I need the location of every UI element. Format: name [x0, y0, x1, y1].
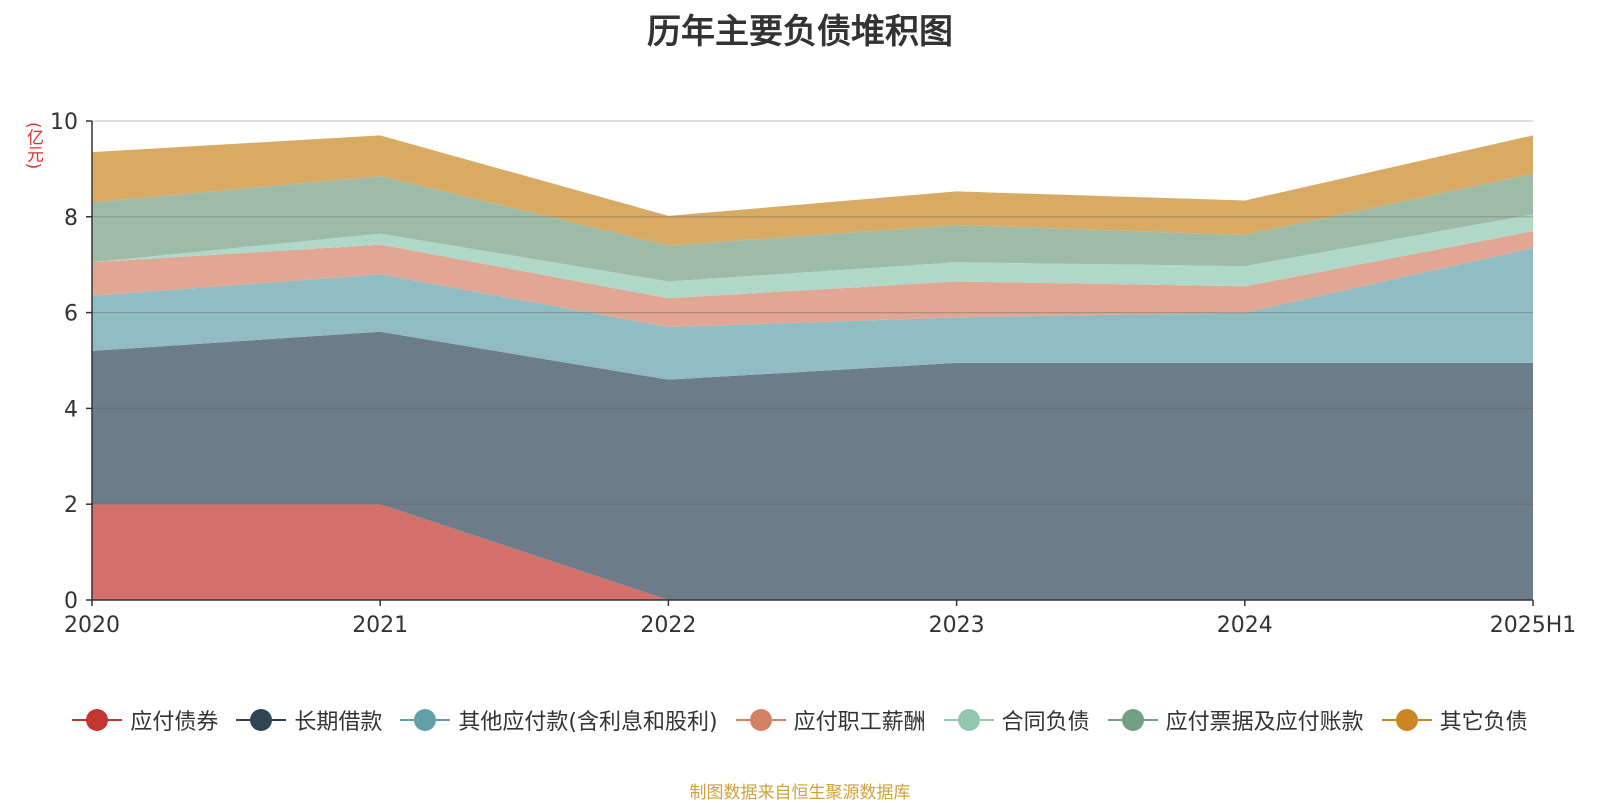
area-series-0	[92, 504, 1533, 600]
x-tick-label-2023: 2023	[929, 613, 985, 638]
stacked-area-chart: 0 2 4 6 8 10 2020 2021 2022 2023 2024 2025H1	[50, 110, 1577, 638]
y-tick-label-10: 10	[50, 110, 78, 135]
legend-item-3[interactable]: 应付职工薪酬	[735, 704, 926, 736]
y-tick-label-6: 6	[64, 302, 78, 327]
legend-marker-icon	[400, 709, 451, 731]
legend-marker-icon	[735, 709, 786, 731]
legend-label: 应付职工薪酬	[793, 710, 926, 735]
legend-marker-icon	[72, 709, 123, 731]
area-series-4	[92, 214, 1533, 299]
x-tick-label-2021: 2021	[352, 613, 408, 638]
chart-title: 历年主要负债堆积图	[647, 12, 953, 52]
x-tick-label-2020: 2020	[64, 613, 120, 638]
legend-label: 应付债券	[130, 710, 219, 735]
legend-label: 其它负债	[1439, 710, 1528, 735]
legend-label: 长期借款	[294, 710, 383, 735]
chart-legend: 应付债券 长期借款 其他应付款(含利息和股利) 应付职工薪酬 合同负债 应付票据及应付账款…	[0, 700, 1600, 740]
legend-marker-icon	[943, 709, 994, 731]
source-note: 制图数据来自恒生聚源数据库	[689, 783, 911, 803]
x-tick-label-2025H1: 2025H1	[1490, 613, 1577, 638]
legend-item-6[interactable]: 其它负债	[1381, 704, 1528, 736]
legend-item-2[interactable]: 其他应付款(含利息和股利)	[400, 704, 718, 736]
area-series-1	[92, 331, 1533, 600]
legend-marker-icon	[236, 709, 287, 731]
legend-item-0[interactable]: 应付债券	[72, 704, 218, 736]
area-series-6	[92, 135, 1533, 246]
y-axis-unit-label: (亿元)	[23, 122, 43, 170]
legend-item-4[interactable]: 合同负债	[943, 704, 1090, 736]
legend-label: 其他应付款(含利息和股利)	[458, 710, 718, 735]
y-tick-label-2: 2	[64, 493, 78, 518]
x-tick-label-2022: 2022	[640, 613, 696, 638]
y-tick-label-0: 0	[64, 589, 78, 614]
y-tick-label-8: 8	[64, 206, 78, 231]
x-tick-label-2024: 2024	[1217, 613, 1273, 638]
legend-label: 应付票据及应付账款	[1165, 710, 1364, 735]
y-tick-label-4: 4	[64, 397, 78, 422]
legend-marker-icon	[1381, 709, 1432, 731]
area-series-3	[92, 231, 1533, 327]
legend-label: 合同负债	[1001, 710, 1090, 735]
area-series-2	[92, 247, 1533, 380]
legend-item-5[interactable]: 应付票据及应付账款	[1107, 704, 1364, 736]
area-series-5	[92, 173, 1533, 282]
legend-item-1[interactable]: 长期借款	[236, 704, 382, 736]
legend-marker-icon	[1107, 709, 1158, 731]
